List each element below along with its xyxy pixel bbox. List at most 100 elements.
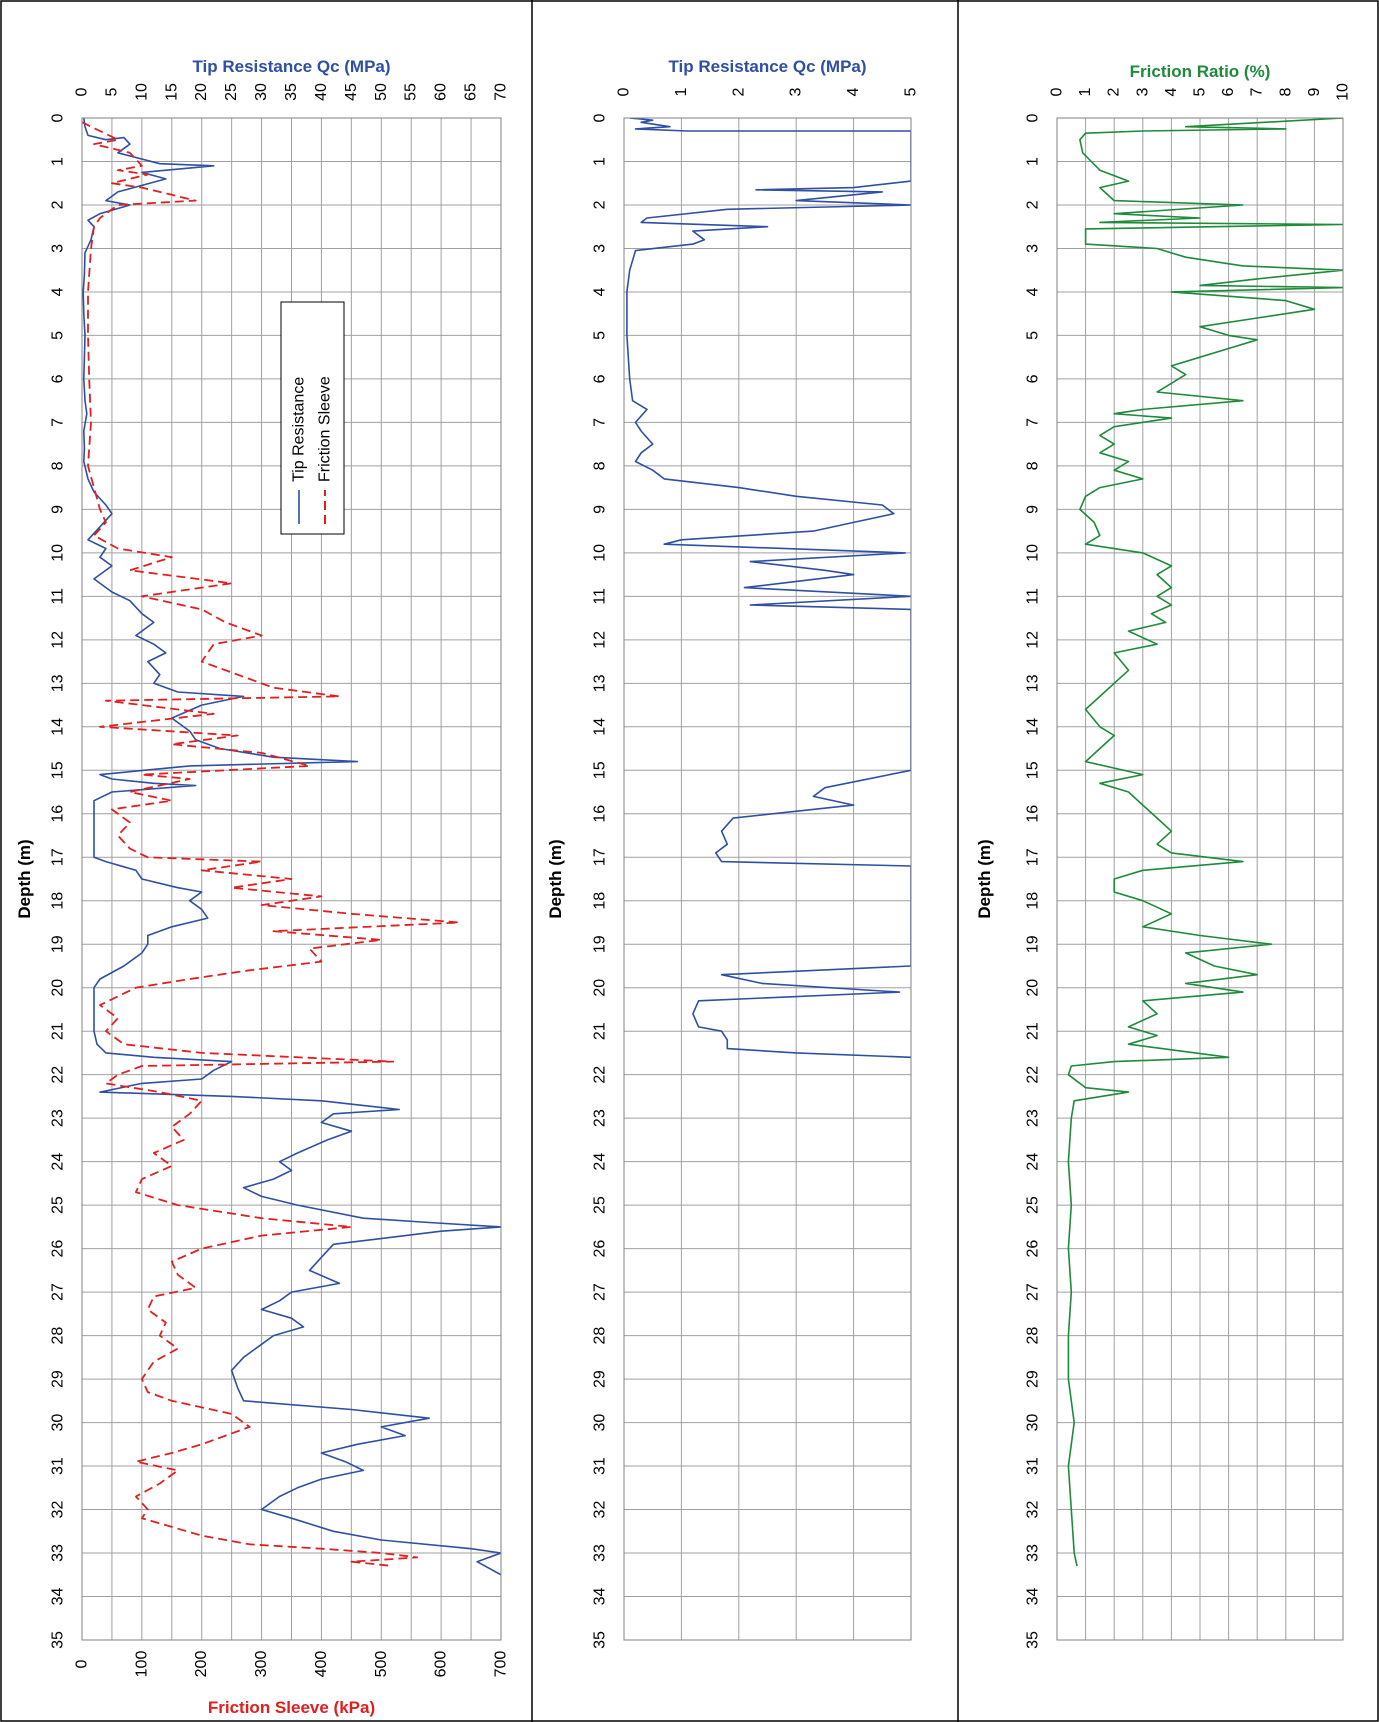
- depth-tick-label: 10: [592, 544, 609, 562]
- depth-tick-label: 6: [1025, 374, 1042, 383]
- x-top-tick-label: 10: [1335, 83, 1352, 101]
- legend: Tip Resistance Friction Sleeve: [280, 301, 345, 535]
- depth-tick-label: 1: [1025, 157, 1042, 166]
- depth-tick-label: 30: [50, 1414, 67, 1432]
- depth-tick-label: 30: [592, 1414, 609, 1432]
- depth-tick-label: 27: [1025, 1283, 1042, 1301]
- depth-tick-label: 9: [1025, 505, 1042, 514]
- depth-tick-label: 27: [50, 1283, 67, 1301]
- depth-tick-label: 8: [50, 461, 67, 470]
- depth-tick-label: 8: [1025, 461, 1042, 470]
- depth-tick-label: 32: [592, 1501, 609, 1519]
- depth-tick-label: 12: [1025, 631, 1042, 649]
- y-label-depth: Depth (m): [15, 839, 34, 918]
- depth-tick-label: 35: [50, 1631, 67, 1649]
- depth-tick-label: 35: [1025, 1631, 1042, 1649]
- depth-ticks-tip-zoom: 0123456789101112131415161718192021222324…: [592, 113, 609, 1648]
- x-top-tick-label: 45: [343, 83, 360, 101]
- depth-tick-label: 14: [50, 718, 67, 736]
- series-2-line: [1067, 118, 1343, 1567]
- x-bottom-tick-label: 700: [493, 1651, 510, 1678]
- tip-resistance-line: [82, 118, 501, 1576]
- series-friction-ratio: [1067, 118, 1343, 1567]
- depth-tick-label: 29: [50, 1370, 67, 1388]
- depth-tick-label: 13: [50, 674, 67, 692]
- depth-tick-label: 34: [1025, 1588, 1042, 1606]
- depth-tick-label: 22: [1025, 1066, 1042, 1084]
- x-top-tick-label: 30: [253, 83, 270, 101]
- x-top-tick-label: 60: [433, 83, 450, 101]
- depth-tick-label: 34: [50, 1588, 67, 1606]
- depth-tick-label: 19: [592, 935, 609, 953]
- depth-tick-label: 1: [50, 157, 67, 166]
- x-top-tick-label: 20: [193, 83, 210, 101]
- depth-tick-label: 33: [1025, 1544, 1042, 1562]
- depth-tick-label: 26: [50, 1240, 67, 1258]
- depth-tick-label: 24: [1025, 1153, 1042, 1171]
- depth-tick-label: 21: [1025, 1022, 1042, 1040]
- x-top-tick-label: 65: [463, 83, 480, 101]
- depth-tick-label: 11: [50, 588, 67, 605]
- depth-tick-label: 23: [592, 1109, 609, 1127]
- depth-tick-label: 11: [592, 588, 609, 605]
- depth-tick-label: 5: [1025, 331, 1042, 340]
- x-bottom-tick-label: 0: [74, 1659, 91, 1668]
- depth-tick-label: 5: [50, 331, 67, 340]
- x-bottom-tick-label: 400: [313, 1651, 330, 1678]
- panel-friction-ratio: 0123456789101112131415161718192021222324…: [975, 62, 1352, 1649]
- depth-tick-label: 4: [592, 287, 609, 296]
- x-top-tick-label: 6: [1220, 87, 1237, 96]
- depth-tick-label: 22: [592, 1066, 609, 1084]
- depth-tick-label: 0: [1025, 113, 1042, 122]
- depth-tick-label: 3: [50, 244, 67, 253]
- depth-tick-label: 23: [1025, 1109, 1042, 1127]
- depth-tick-label: 13: [1025, 674, 1042, 692]
- depth-tick-label: 1: [592, 157, 609, 166]
- depth-tick-label: 15: [1025, 761, 1042, 779]
- legend-label-friction-sleeve: Friction Sleeve: [317, 376, 334, 482]
- depth-tick-label: 17: [592, 848, 609, 866]
- depth-tick-label: 7: [592, 418, 609, 427]
- x-top-tick-label: 1: [1077, 87, 1094, 96]
- depth-tick-label: 26: [1025, 1240, 1042, 1258]
- depth-tick-label: 7: [50, 418, 67, 427]
- depth-tick-label: 2: [1025, 200, 1042, 209]
- chart-title-tip-zoom: Tip Resistance Qc (MPa): [668, 57, 866, 76]
- depth-tick-label: 9: [50, 505, 67, 514]
- depth-tick-label: 33: [50, 1544, 67, 1562]
- x-top-tick-label: 5: [103, 87, 120, 96]
- friction-ratio-ticks: 0 1 2 3 4 5 6 7 8 9 10: [1049, 83, 1352, 101]
- x-top-tick-label: 1: [673, 87, 690, 96]
- x-top-tick-label: 35: [283, 83, 300, 101]
- depth-tick-label: 27: [592, 1283, 609, 1301]
- depth-tick-label: 2: [592, 200, 609, 209]
- x-top-tick-label: 15: [163, 83, 180, 101]
- depth-tick-label: 31: [1025, 1457, 1042, 1475]
- x-top-tick-label: 5: [903, 87, 920, 96]
- depth-tick-label: 23: [50, 1109, 67, 1127]
- depth-tick-label: 21: [592, 1022, 609, 1040]
- depth-tick-label: 28: [50, 1327, 67, 1345]
- depth-tick-label: 30: [1025, 1414, 1042, 1432]
- depth-tick-label: 19: [50, 935, 67, 953]
- depth-tick-label: 10: [50, 544, 67, 562]
- x-top-tick-label: 10: [133, 83, 150, 101]
- depth-tick-label: 8: [592, 461, 609, 470]
- depth-tick-label: 18: [50, 892, 67, 910]
- panel-tip-friction: 0123456789101112131415161718192021222324…: [15, 57, 510, 1717]
- x-top-tick-label: 4: [1163, 87, 1180, 96]
- x-top-tick-label: 3: [1134, 87, 1151, 96]
- depth-tick-label: 3: [592, 244, 609, 253]
- depth-tick-label: 26: [592, 1240, 609, 1258]
- depth-tick-label: 17: [50, 848, 67, 866]
- depth-tick-label: 18: [592, 892, 609, 910]
- friction-sleeve-ticks: 0 100 200 300 400 500 600 700: [74, 1651, 510, 1678]
- series-tip-friction: [82, 118, 501, 1576]
- legend-box: [280, 301, 345, 535]
- depth-tick-label: 12: [50, 631, 67, 649]
- depth-tick-label: 31: [50, 1457, 67, 1475]
